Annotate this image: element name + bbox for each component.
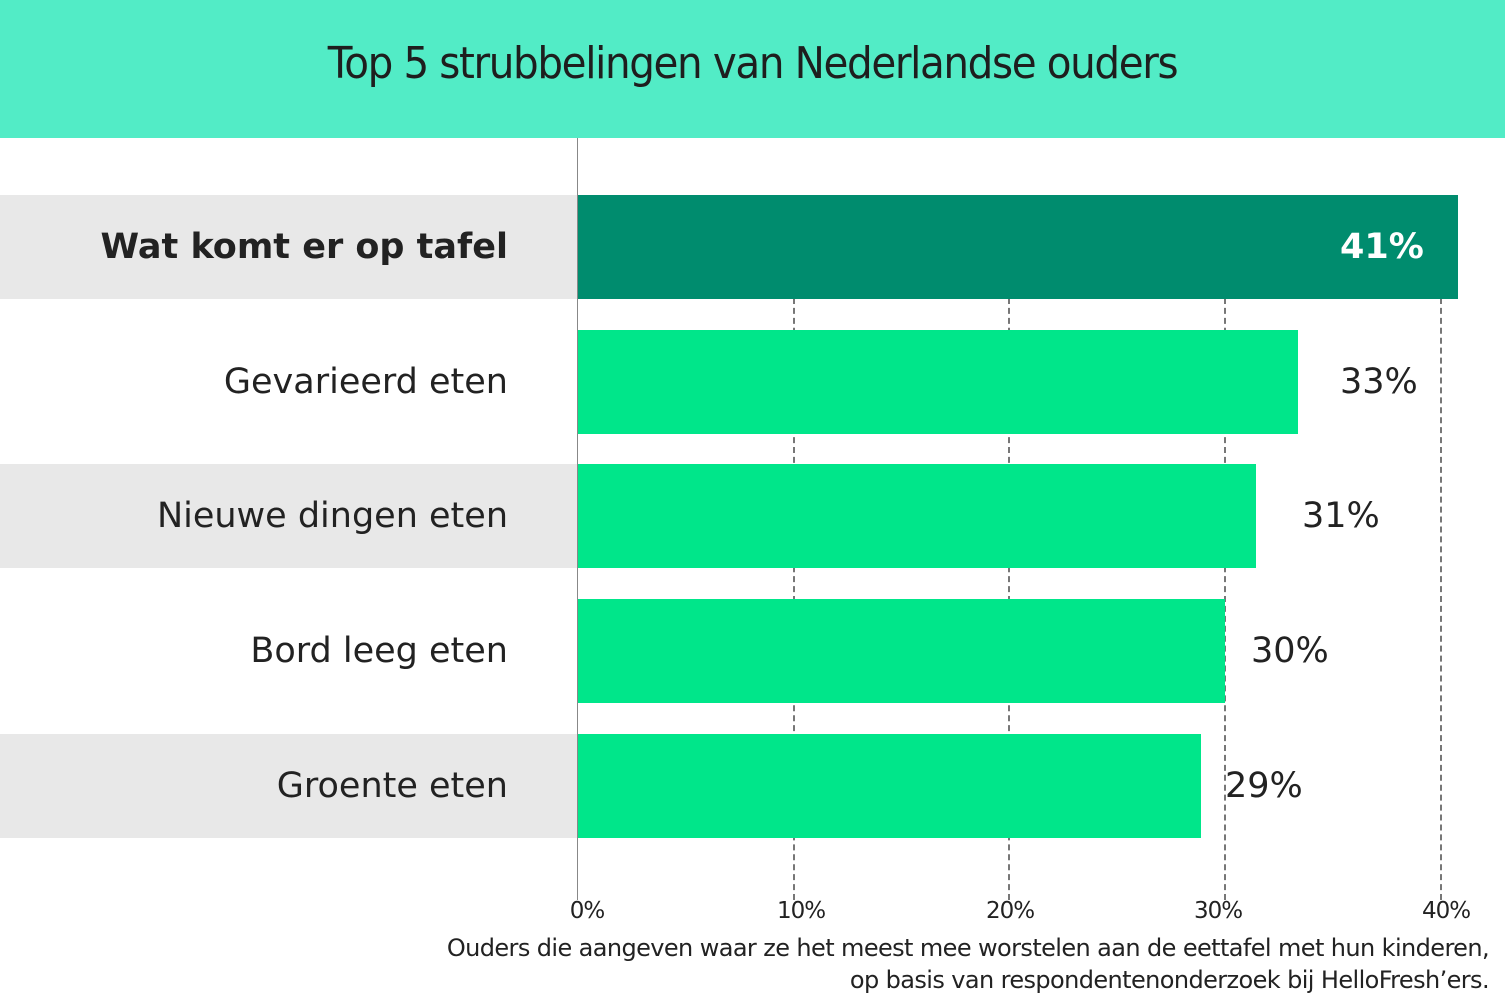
category-label: Bord leeg eten xyxy=(250,631,508,671)
bar-bord-leeg-eten xyxy=(578,599,1225,703)
footnote: Ouders die aangeven waar ze het meest me… xyxy=(446,932,1490,996)
bar-nieuwe-dingen-eten xyxy=(578,464,1256,568)
x-tick-label: 40% xyxy=(1421,898,1471,924)
category-label: Wat komt er op tafel xyxy=(100,227,508,267)
bar-wat-komt-er-op-tafel xyxy=(578,195,1458,299)
row-band xyxy=(0,464,578,568)
category-label: Nieuwe dingen eten xyxy=(156,496,508,536)
value-label: 30% xyxy=(1251,631,1329,671)
bar-gevarieerd-eten xyxy=(578,330,1298,434)
gridline-40 xyxy=(1440,298,1442,900)
footnote-line-2: op basis van respondentenonderzoek bij H… xyxy=(849,966,1490,994)
title-banner: Top 5 strubbelingen van Nederlandse oude… xyxy=(0,0,1505,138)
x-tick-label: 10% xyxy=(776,898,826,924)
chart-title: Top 5 strubbelingen van Nederlandse oude… xyxy=(327,38,1179,89)
value-label: 33% xyxy=(1340,362,1418,402)
value-label: 31% xyxy=(1302,496,1380,536)
row-band xyxy=(0,195,578,299)
gridline-30 xyxy=(1224,298,1226,900)
value-label: 41% xyxy=(1340,227,1424,267)
x-tick-label: 20% xyxy=(985,898,1035,924)
value-label: 29% xyxy=(1225,766,1303,806)
category-label: Gevarieerd eten xyxy=(223,362,508,402)
x-tick-label: 0% xyxy=(569,898,605,924)
footnote-line-1: Ouders die aangeven waar ze het meest me… xyxy=(446,934,1490,962)
row-band xyxy=(0,734,578,838)
y-axis-line xyxy=(577,138,578,900)
category-label: Groente eten xyxy=(276,766,508,806)
x-tick-label: 30% xyxy=(1193,898,1243,924)
bar-groente-eten xyxy=(578,734,1201,838)
